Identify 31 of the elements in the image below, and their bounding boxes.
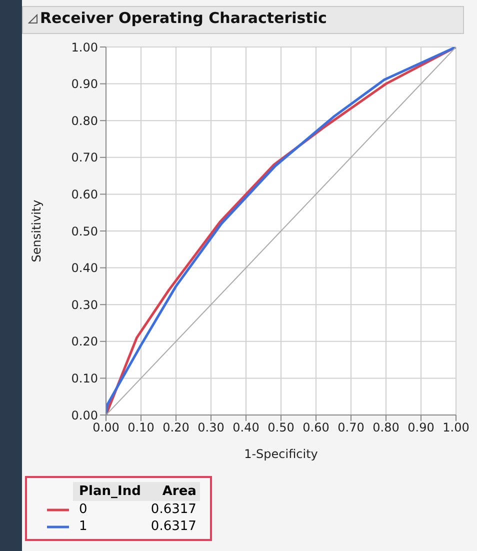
text: Area [146, 482, 200, 501]
x-tick-label: 1.00 [442, 420, 470, 435]
y-tick-label: 0.30 [71, 298, 98, 312]
x-tick-label: 0.20 [162, 420, 190, 435]
y-tick-label: 0.40 [71, 261, 98, 276]
y-tick-label: 0.70 [71, 150, 98, 165]
x-axis-title: 1-Specificity [244, 447, 318, 461]
x-tick-label: 0.50 [268, 420, 294, 435]
x-tick-label: 0.00 [92, 420, 120, 435]
y-tick-label: 0.20 [71, 334, 98, 349]
y-axis-title: Sensitivity [29, 200, 44, 262]
x-tick-label: 0.10 [128, 420, 154, 435]
legend-label: 1 [78, 518, 88, 535]
y-tick-label: 0.00 [71, 408, 98, 422]
text: 0.6317 [150, 518, 198, 535]
x-tick-label: 0.60 [302, 420, 330, 435]
legend-label: 0 [78, 501, 88, 518]
x-tick-label: 0.90 [408, 420, 434, 435]
chart-title: Receiver Operating Characteristic [40, 9, 327, 27]
y-tick-label: 0.80 [71, 114, 98, 128]
y-tick-label: 1.00 [71, 40, 98, 54]
legend-title: Plan_Ind [73, 482, 147, 501]
text: 0.6317 [150, 501, 198, 518]
x-tick-label: 0.40 [232, 420, 260, 435]
x-tick-label: 0.70 [338, 420, 364, 435]
x-tick-label: 0.80 [372, 420, 400, 435]
y-tick-label: 0.10 [71, 371, 98, 386]
y-tick-label: 0.50 [71, 224, 98, 238]
y-tick-label: 0.60 [71, 187, 98, 202]
y-tick-label: 0.90 [71, 77, 98, 92]
x-tick-label: 0.30 [198, 420, 224, 435]
